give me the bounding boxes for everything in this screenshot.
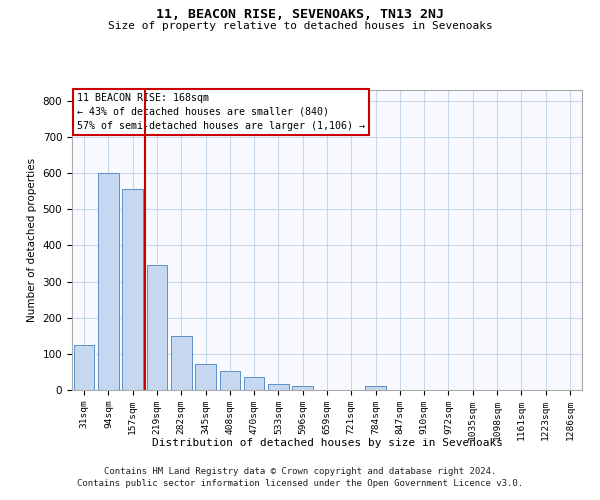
Bar bbox=[365, 386, 386, 390]
Y-axis label: Number of detached properties: Number of detached properties bbox=[27, 158, 37, 322]
Bar bbox=[146, 266, 167, 390]
Bar bbox=[292, 386, 313, 390]
Bar bbox=[244, 378, 265, 390]
Bar bbox=[171, 336, 191, 390]
Bar bbox=[268, 384, 289, 390]
Text: 11 BEACON RISE: 168sqm
← 43% of detached houses are smaller (840)
57% of semi-de: 11 BEACON RISE: 168sqm ← 43% of detached… bbox=[77, 93, 365, 131]
Text: Size of property relative to detached houses in Sevenoaks: Size of property relative to detached ho… bbox=[107, 21, 493, 31]
Text: Contains public sector information licensed under the Open Government Licence v3: Contains public sector information licen… bbox=[77, 479, 523, 488]
Bar bbox=[98, 173, 119, 390]
Text: 11, BEACON RISE, SEVENOAKS, TN13 2NJ: 11, BEACON RISE, SEVENOAKS, TN13 2NJ bbox=[156, 8, 444, 20]
Bar bbox=[220, 371, 240, 390]
Bar bbox=[74, 345, 94, 390]
Bar bbox=[122, 190, 143, 390]
Text: Distribution of detached houses by size in Sevenoaks: Distribution of detached houses by size … bbox=[151, 438, 503, 448]
Text: Contains HM Land Registry data © Crown copyright and database right 2024.: Contains HM Land Registry data © Crown c… bbox=[104, 468, 496, 476]
Bar bbox=[195, 364, 216, 390]
